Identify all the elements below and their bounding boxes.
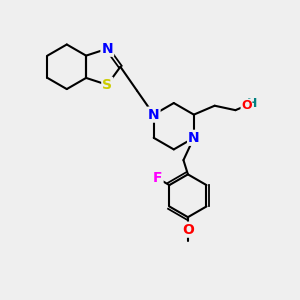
Text: O: O: [182, 223, 194, 237]
Text: S: S: [102, 78, 112, 92]
Text: N: N: [188, 131, 200, 145]
Text: F: F: [153, 171, 163, 185]
Text: O: O: [241, 99, 252, 112]
Text: N: N: [148, 108, 160, 122]
Text: H: H: [247, 97, 258, 110]
Text: N: N: [101, 42, 113, 56]
